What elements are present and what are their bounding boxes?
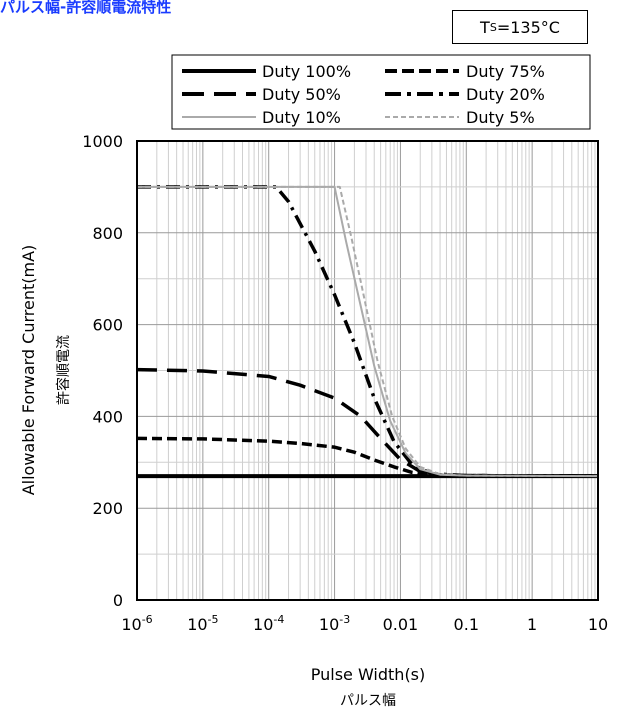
legend-label: Duty 5% [466,108,535,127]
legend: Duty 100% Duty 75% Duty 50% Duty 20% Duty 10… [171,54,591,130]
y-tick-labels: 0 200 400 600 800 1000 [82,132,123,610]
x-tick-label: 10-3 [319,613,350,634]
x-axis-label: Pulse Width(s) [311,665,426,684]
page-title: パルス幅-許容順電流特性 [0,0,172,16]
x-tick-label: 0.1 [454,615,479,634]
series-layer [136,185,599,479]
y-tick-label: 0 [113,591,123,610]
y-tick-label: 200 [92,499,123,518]
x-tick-label: 1 [527,615,537,634]
legend-label: Duty 20% [466,85,545,104]
legend-label: Duty 10% [262,108,341,127]
y-axis-label-jp: 許容順電流 [55,335,72,405]
x-axis-label-jp: パルス幅 [340,693,396,709]
plot-frame [136,140,599,601]
x-tick-labels: 10-6 10-5 10-4 10-3 0.01 0.1 1 10 [121,613,608,634]
y-tick-label: 800 [92,224,123,243]
legend-label: Duty 50% [262,85,341,104]
x-tick-label: 10-6 [121,613,152,634]
x-tick-label: 10-4 [253,613,284,634]
legend-label: Duty 75% [466,62,545,81]
x-tick-label: 10-5 [187,613,218,634]
condition-subscript: S [489,20,497,34]
y-tick-label: 600 [92,316,123,335]
condition-box: T S =135°C [452,10,588,44]
series-duty-10 [137,185,599,478]
y-tick-label: 400 [92,407,123,426]
x-tick-label: 0.01 [383,615,419,634]
legend-label: Duty 100% [262,62,351,81]
y-axis-label: Allowable Forward Current(mA) [19,245,38,496]
condition-symbol: T [480,17,490,37]
y-tick-label: 1000 [82,132,123,151]
x-tick-label: 10 [588,615,608,634]
condition-value: =135°C [496,17,560,37]
